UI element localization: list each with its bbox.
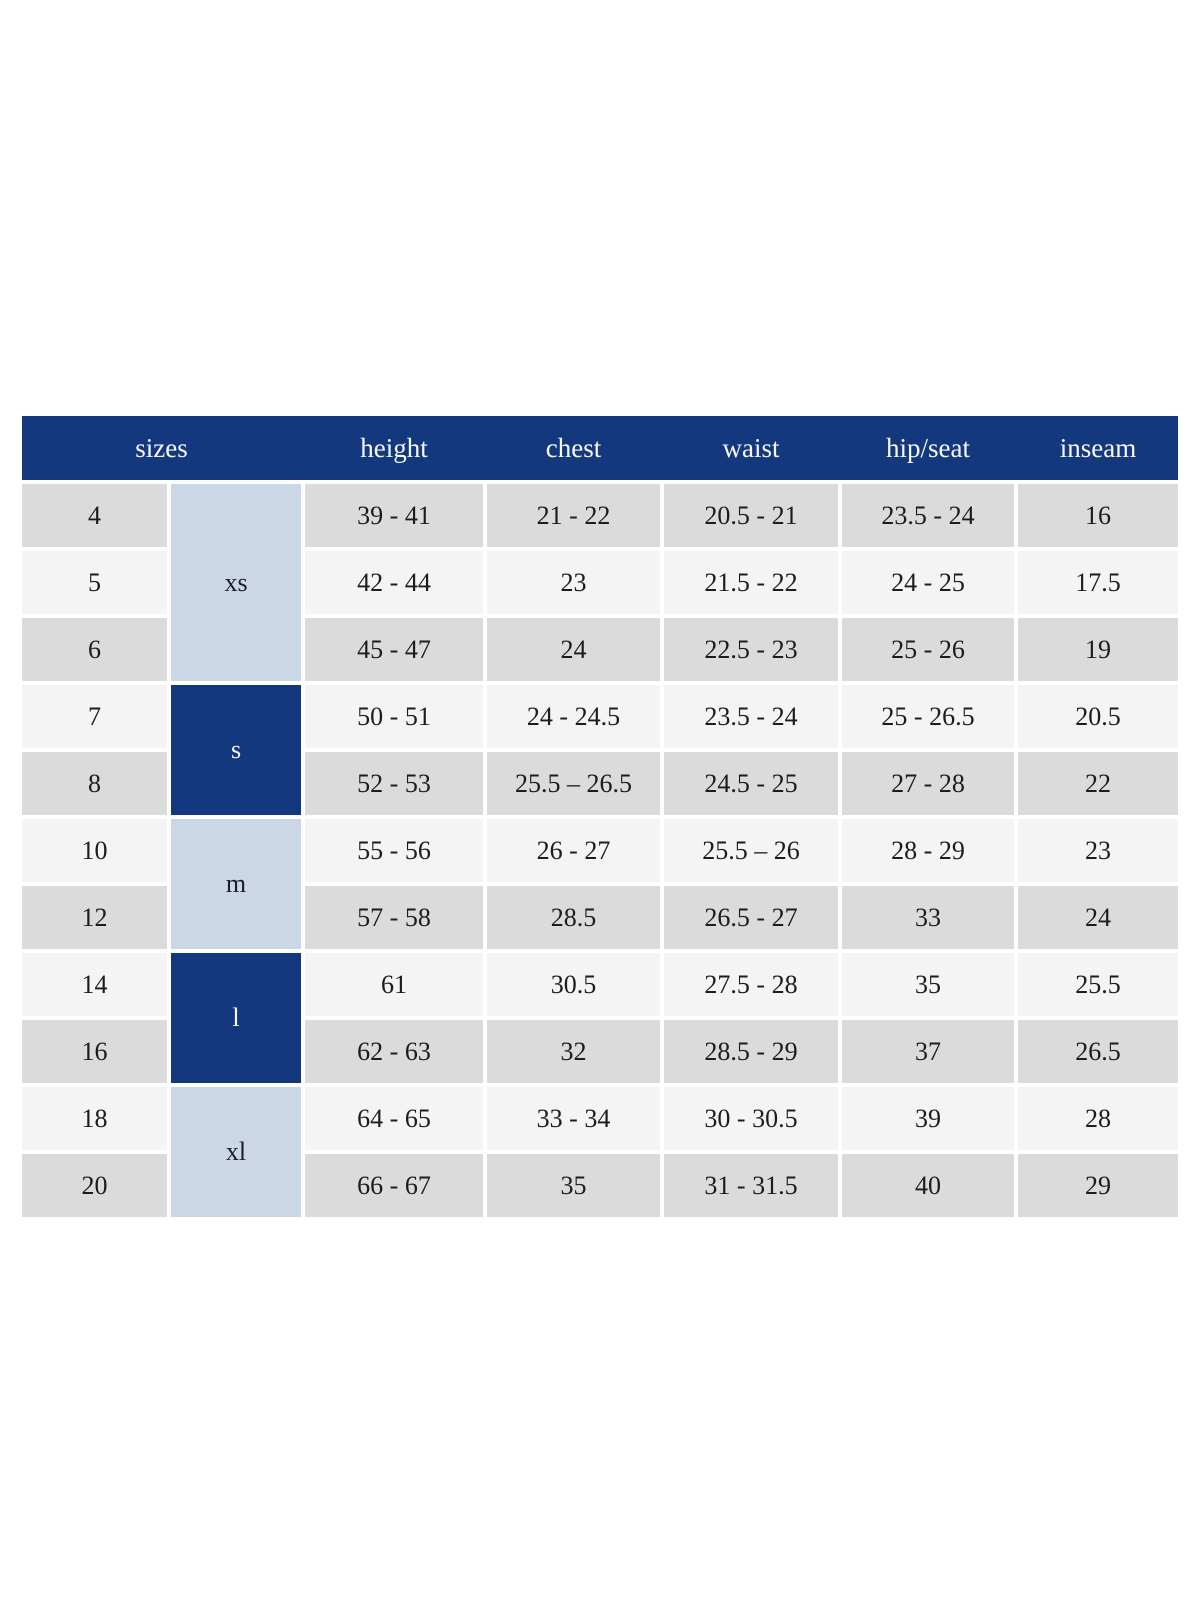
size-cell: 8 [22,752,167,815]
height-cell: 45 - 47 [305,618,483,681]
inseam-cell: 29 [1018,1154,1178,1217]
inseam-cell: 23 [1018,819,1178,882]
waist-cell: 20.5 - 21 [664,484,838,547]
hip-seat-cell: 24 - 25 [842,551,1014,614]
waist-cell: 23.5 - 24 [664,685,838,748]
table-header-row: sizes height chest waist hip/seat inseam [22,416,1178,480]
height-cell: 57 - 58 [305,886,483,949]
waist-cell: 31 - 31.5 [664,1154,838,1217]
height-cell: 55 - 56 [305,819,483,882]
chest-cell: 35 [487,1154,660,1217]
chest-cell: 33 - 34 [487,1087,660,1150]
height-cell: 52 - 53 [305,752,483,815]
hip-seat-cell: 25 - 26.5 [842,685,1014,748]
inseam-cell: 20.5 [1018,685,1178,748]
chest-cell: 28.5 [487,886,660,949]
hip-seat-cell: 27 - 28 [842,752,1014,815]
waist-cell: 24.5 - 25 [664,752,838,815]
header-waist: waist [722,432,780,463]
size-cell: 18 [22,1087,167,1150]
inseam-cell: 17.5 [1018,551,1178,614]
size-chart-table: sizes height chest waist hip/seat inseam… [22,416,1178,1217]
height-cell: 62 - 63 [305,1020,483,1083]
chest-cell: 26 - 27 [487,819,660,882]
header-height: height [360,432,428,463]
height-cell: 64 - 65 [305,1087,483,1150]
size-cell: 7 [22,685,167,748]
group-cell-l: l [171,953,301,1083]
hip-seat-cell: 33 [842,886,1014,949]
inseam-cell: 22 [1018,752,1178,815]
hip-seat-cell: 23.5 - 24 [842,484,1014,547]
hip-seat-cell: 25 - 26 [842,618,1014,681]
group-cell-xl: xl [171,1087,301,1217]
waist-cell: 22.5 - 23 [664,618,838,681]
chest-cell: 25.5 – 26.5 [487,752,660,815]
size-cell: 10 [22,819,167,882]
inseam-cell: 16 [1018,484,1178,547]
inseam-cell: 28 [1018,1087,1178,1150]
hip-seat-cell: 37 [842,1020,1014,1083]
table-body: 4 xs 39 - 41 21 - 22 20.5 - 21 23.5 - 24… [22,484,1178,1217]
waist-cell: 30 - 30.5 [664,1087,838,1150]
height-cell: 66 - 67 [305,1154,483,1217]
chest-cell: 32 [487,1020,660,1083]
height-cell: 39 - 41 [305,484,483,547]
chest-cell: 24 - 24.5 [487,685,660,748]
waist-cell: 28.5 - 29 [664,1020,838,1083]
waist-cell: 21.5 - 22 [664,551,838,614]
size-cell: 5 [22,551,167,614]
hip-seat-cell: 28 - 29 [842,819,1014,882]
header-sizes: sizes [135,432,188,463]
size-cell: 12 [22,886,167,949]
group-cell-s: s [171,685,301,815]
size-cell: 4 [22,484,167,547]
inseam-cell: 24 [1018,886,1178,949]
chest-cell: 21 - 22 [487,484,660,547]
header-inseam: inseam [1059,432,1137,463]
waist-cell: 27.5 - 28 [664,953,838,1016]
hip-seat-cell: 39 [842,1087,1014,1150]
inseam-cell: 26.5 [1018,1020,1178,1083]
group-cell-xs: xs [171,484,301,681]
hip-seat-cell: 40 [842,1154,1014,1217]
inseam-cell: 25.5 [1018,953,1178,1016]
inseam-cell: 19 [1018,618,1178,681]
header-hip-seat: hip/seat [886,432,970,463]
height-cell: 50 - 51 [305,685,483,748]
size-cell: 16 [22,1020,167,1083]
chest-cell: 23 [487,551,660,614]
waist-cell: 26.5 - 27 [664,886,838,949]
chest-cell: 30.5 [487,953,660,1016]
size-cell: 14 [22,953,167,1016]
waist-cell: 25.5 – 26 [664,819,838,882]
hip-seat-cell: 35 [842,953,1014,1016]
height-cell: 42 - 44 [305,551,483,614]
group-cell-m: m [171,819,301,949]
size-cell: 6 [22,618,167,681]
size-cell: 20 [22,1154,167,1217]
header-chest: chest [545,432,602,463]
chest-cell: 24 [487,618,660,681]
height-cell: 61 [305,953,483,1016]
